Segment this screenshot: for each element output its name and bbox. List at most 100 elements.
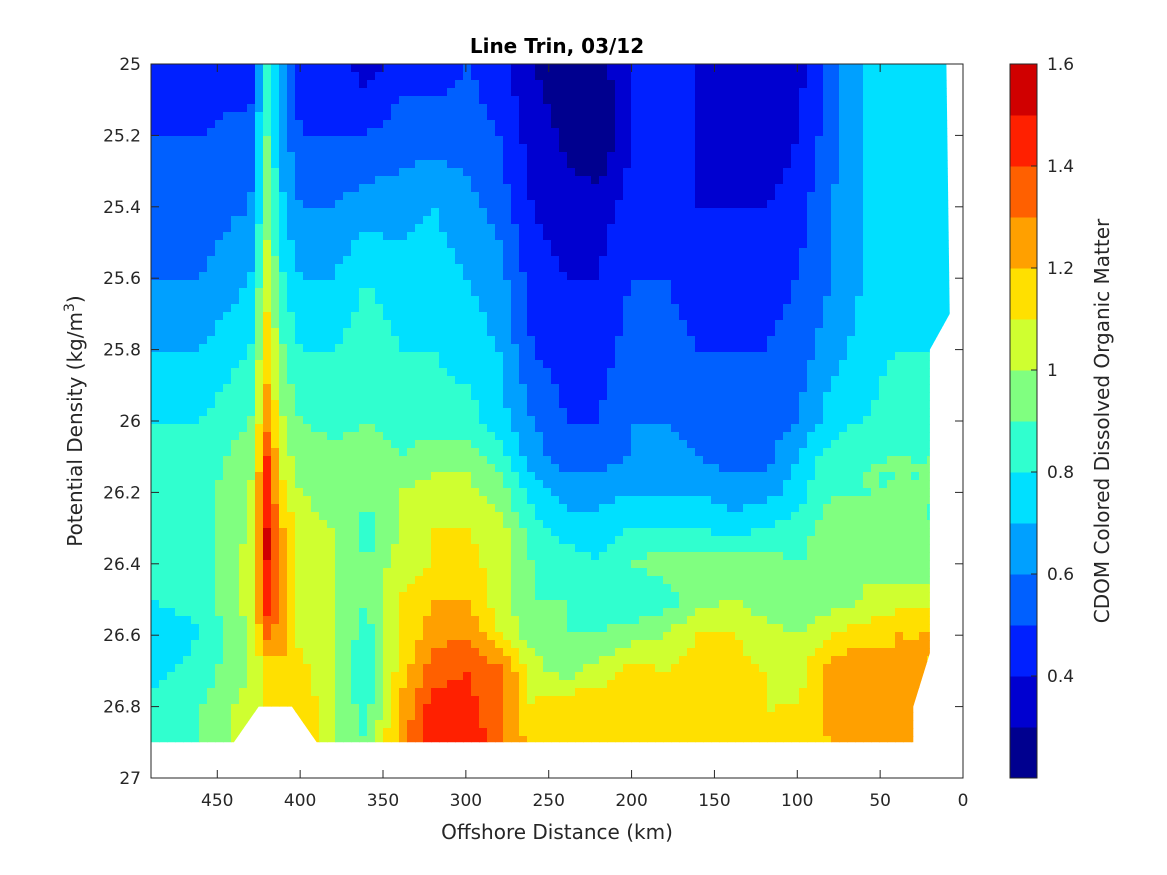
contour-cell	[799, 120, 808, 129]
contour-cell	[319, 80, 328, 89]
contour-cell	[903, 264, 912, 273]
contour-cell	[359, 88, 368, 97]
contour-cell	[439, 104, 448, 113]
contour-cell	[551, 432, 560, 441]
contour-cell	[487, 104, 496, 113]
contour-cell	[247, 64, 256, 73]
contour-cell	[927, 272, 936, 281]
contour-cell	[327, 160, 336, 169]
contour-cell	[735, 64, 744, 73]
contour-cell	[647, 248, 656, 257]
contour-cell	[695, 336, 704, 345]
contour-cell	[759, 200, 768, 209]
contour-cell	[359, 272, 368, 281]
contour-cell	[287, 240, 296, 249]
contour-cell	[263, 192, 272, 201]
contour-cell	[239, 416, 248, 425]
contour-cell	[431, 312, 440, 321]
contour-cell	[151, 216, 160, 225]
contour-cell	[551, 408, 560, 417]
contour-cell	[399, 344, 408, 353]
contour-cell	[503, 432, 512, 441]
contour-cell	[495, 136, 504, 145]
contour-cell	[839, 64, 848, 73]
contour-cell	[383, 376, 392, 385]
contour-cell	[223, 272, 232, 281]
contour-cell	[407, 192, 416, 201]
contour-cell	[871, 384, 880, 393]
contour-cell	[455, 392, 464, 401]
contour-cell	[583, 88, 592, 97]
contour-cell	[855, 248, 864, 257]
contour-cell	[671, 104, 680, 113]
contour-cell	[671, 416, 680, 425]
contour-cell	[871, 184, 880, 193]
contour-cell	[439, 216, 448, 225]
contour-cell	[359, 144, 368, 153]
contour-cell	[303, 184, 312, 193]
contour-cell	[151, 312, 160, 321]
contour-cell	[487, 424, 496, 433]
contour-cell	[151, 200, 160, 209]
contour-cell	[223, 96, 232, 105]
contour-cell	[151, 192, 160, 201]
contour-cell	[391, 160, 400, 169]
contour-cell	[439, 184, 448, 193]
contour-cell	[287, 432, 296, 441]
contour-cell	[351, 320, 360, 329]
contour-cell	[615, 368, 624, 377]
contour-cell	[671, 424, 680, 433]
contour-cell	[551, 424, 560, 433]
contour-cell	[191, 448, 200, 457]
contour-cell	[271, 336, 280, 345]
contour-cell	[631, 72, 640, 81]
contour-cell	[679, 96, 688, 105]
contour-cell	[255, 352, 264, 361]
contour-cell	[831, 192, 840, 201]
contour-cell	[543, 352, 552, 361]
contour-cell	[279, 224, 288, 233]
contour-cell	[151, 64, 160, 73]
contour-cell	[671, 376, 680, 385]
contour-cell	[839, 216, 848, 225]
contour-cell	[303, 72, 312, 81]
contour-cell	[807, 312, 816, 321]
contour-cell	[295, 120, 304, 129]
contour-cell	[767, 152, 776, 161]
contour-cell	[567, 304, 576, 313]
contour-cell	[615, 72, 624, 81]
contour-cell	[367, 128, 376, 137]
contour-cell	[487, 248, 496, 257]
contour-cell	[591, 320, 600, 329]
contour-cell	[327, 168, 336, 177]
contour-cell	[247, 448, 256, 457]
contour-cell	[159, 128, 168, 137]
contour-cell	[247, 152, 256, 161]
contour-cell	[439, 384, 448, 393]
contour-cell	[591, 160, 600, 169]
contour-cell	[255, 256, 264, 265]
contour-cell	[327, 240, 336, 249]
contour-cell	[759, 328, 768, 337]
contour-cell	[431, 384, 440, 393]
contour-cell	[495, 160, 504, 169]
contour-cell	[591, 440, 600, 449]
contour-cell	[679, 248, 688, 257]
contour-cell	[223, 304, 232, 313]
contour-cell	[199, 448, 208, 457]
contour-cell	[303, 432, 312, 441]
contour-cell	[199, 248, 208, 257]
contour-cell	[791, 368, 800, 377]
contour-cell	[271, 224, 280, 233]
contour-cell	[319, 376, 328, 385]
contour-cell	[687, 232, 696, 241]
contour-cell	[375, 208, 384, 217]
contour-cell	[551, 416, 560, 425]
contour-cell	[831, 408, 840, 417]
contour-cell	[495, 336, 504, 345]
contour-cell	[199, 80, 208, 89]
contour-cell	[679, 448, 688, 457]
contour-cell	[887, 272, 896, 281]
contour-cell	[383, 424, 392, 433]
contour-cell	[543, 424, 552, 433]
